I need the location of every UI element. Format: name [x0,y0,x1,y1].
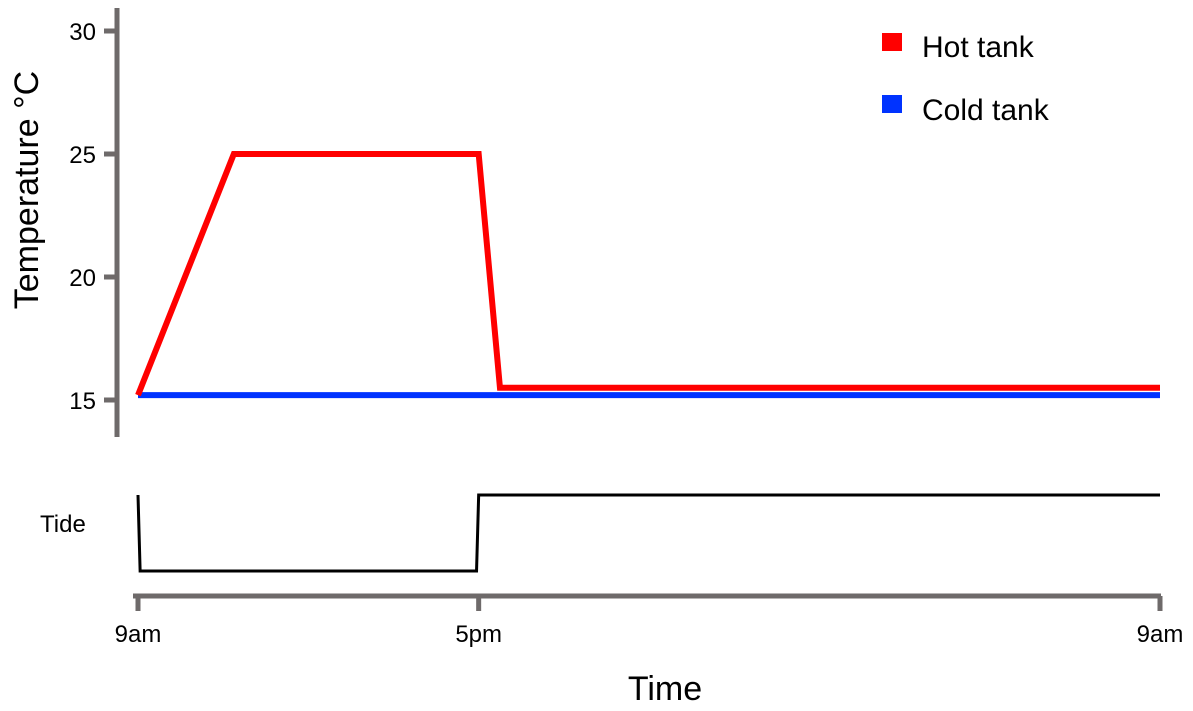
y-tick-label-30: 30 [69,19,96,46]
x-axis-ticks: 9am 5pm 9am [115,596,1184,648]
y-axis-ticks: 15 20 25 30 [69,19,117,415]
legend-swatch-cold-tank [882,95,902,113]
tide-series [136,493,1160,573]
x-axis-title: Time [628,670,702,708]
x-tick-label-1: 5pm [455,621,502,648]
y-tick-label-25: 25 [69,142,96,169]
series-lines [135,151,1160,399]
x-tick-label-0: 9am [115,621,162,648]
legend-label-hot-tank: Hot tank [922,31,1035,64]
legend: Hot tank Cold tank [882,31,1050,127]
tide-label: Tide [40,511,86,538]
legend-swatch-hot-tank [882,33,902,51]
tide-line [136,493,1160,573]
series-line-hot-tank [135,151,1160,397]
y-tick-label-20: 20 [69,265,96,292]
y-axis-title: Temperature °C [8,71,46,309]
legend-label-cold-tank: Cold tank [922,94,1050,127]
y-tick-label-15: 15 [69,388,96,415]
x-tick-label-2: 9am [1137,621,1184,648]
